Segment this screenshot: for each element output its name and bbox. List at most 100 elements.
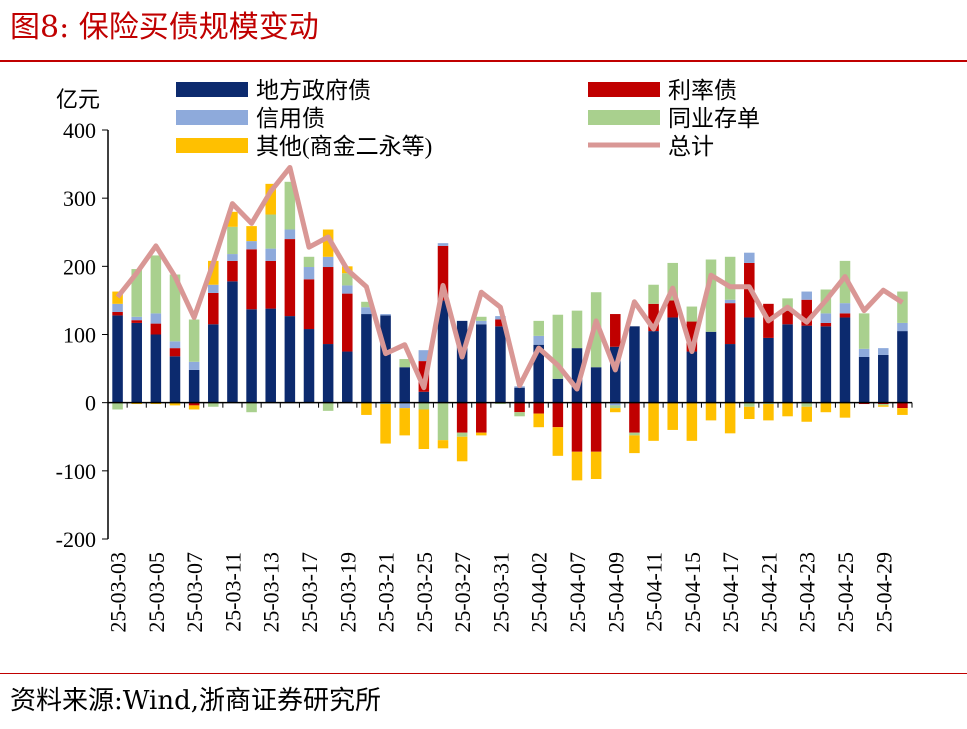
title-divider xyxy=(0,60,967,62)
bar-segment xyxy=(801,299,812,326)
bar-segment xyxy=(552,378,564,403)
bar-segment xyxy=(782,310,793,325)
bar-segment xyxy=(265,183,276,215)
legend-swatch xyxy=(588,110,660,125)
bar-segment xyxy=(322,229,334,257)
bar-segment xyxy=(227,211,238,227)
bar-segment xyxy=(169,356,181,403)
bar-segment xyxy=(246,249,257,310)
bar-segment xyxy=(514,402,525,413)
x-tick-label: 25-03-13 xyxy=(259,552,284,633)
bar-segment xyxy=(897,291,908,323)
bar-segment xyxy=(744,317,755,403)
bar-segment xyxy=(227,260,238,282)
bar-segment xyxy=(188,319,200,362)
bar-segment xyxy=(705,259,717,332)
bar-segment xyxy=(150,255,162,314)
legend-label: 信用债 xyxy=(256,106,325,131)
bar-segment xyxy=(686,402,698,441)
bar-segment xyxy=(361,402,372,415)
y-axis-ticks: 400 300 200 100 0 -100 -200 xyxy=(56,118,108,552)
bar-segment xyxy=(284,229,296,240)
bar-segment xyxy=(686,351,698,403)
bar-segment xyxy=(897,322,908,332)
bar-segment xyxy=(610,408,621,413)
bar-segment xyxy=(418,402,430,410)
bar-segment xyxy=(112,402,123,410)
bar-segment xyxy=(744,402,755,407)
bar-segment xyxy=(418,409,430,450)
bar-segment xyxy=(380,314,391,316)
bar-segment xyxy=(361,307,372,315)
bar-segment xyxy=(284,181,296,230)
bar-segment xyxy=(839,402,851,418)
bar-segment xyxy=(284,316,296,403)
legend-label: 利率债 xyxy=(668,78,737,103)
bar-segment xyxy=(265,214,276,249)
bar-segment xyxy=(418,350,430,362)
bar-segment xyxy=(380,404,391,444)
x-tick-label: 25-03-31 xyxy=(488,552,513,633)
bar-segment xyxy=(667,262,678,301)
bar-segment xyxy=(246,402,257,413)
bar-segment xyxy=(208,284,219,293)
bar-segment xyxy=(667,402,678,430)
bar-segment xyxy=(437,402,449,441)
bar-segment xyxy=(342,293,353,352)
y-tick-label: 200 xyxy=(63,254,96,279)
bar-segment xyxy=(208,292,219,325)
bar-segment xyxy=(571,402,583,452)
bar-segment xyxy=(227,254,238,261)
x-tick-label: 25-04-23 xyxy=(795,552,820,633)
bar-segment xyxy=(131,322,142,403)
bar-segment xyxy=(878,348,889,355)
legend-swatch xyxy=(176,110,248,125)
x-tick-label: 25-04-07 xyxy=(565,552,590,633)
bar-segment xyxy=(150,323,162,335)
bar-segment xyxy=(150,334,162,403)
bar-segment xyxy=(801,406,812,422)
bar-segment xyxy=(648,284,659,304)
bar-segment xyxy=(476,432,487,436)
bar-segment xyxy=(131,269,142,317)
legend-label: 总计 xyxy=(668,134,714,159)
bar-segment xyxy=(131,316,142,321)
bar-segment xyxy=(705,402,717,421)
bar-segment xyxy=(552,402,564,428)
bar-segment xyxy=(820,402,832,413)
bar-segment xyxy=(763,404,774,421)
bar-segment xyxy=(629,402,640,433)
bar-segment xyxy=(265,260,276,309)
bar-segment xyxy=(131,320,142,323)
legend-label: 其他(商金二永等) xyxy=(256,134,432,159)
bar-segment xyxy=(284,239,296,317)
bar-segment xyxy=(801,402,812,407)
bar-segment xyxy=(112,315,123,403)
bar-segment xyxy=(208,324,219,403)
bar-segment xyxy=(112,303,123,313)
bar-segment xyxy=(744,252,755,263)
bar-segment xyxy=(150,313,162,324)
bar-segment xyxy=(322,267,334,345)
x-tick-label: 25-03-11 xyxy=(220,552,245,632)
bar-segment xyxy=(265,248,276,261)
y-tick-label: 300 xyxy=(63,186,96,211)
bar-segment xyxy=(437,245,449,301)
bar-segment xyxy=(839,313,851,318)
bar-segment xyxy=(820,326,832,403)
bar-segment xyxy=(629,326,640,403)
bar-segment xyxy=(188,361,200,370)
bar-segment xyxy=(839,317,851,403)
legend-swatch xyxy=(176,82,248,97)
x-tick-label: 25-04-17 xyxy=(718,552,743,633)
bar-segment xyxy=(533,320,544,336)
bar-segment xyxy=(801,325,812,403)
bar-segment xyxy=(169,402,181,406)
bar-segment xyxy=(188,402,200,406)
bar-segment xyxy=(437,300,449,403)
y-tick-label: 0 xyxy=(85,391,96,416)
bar-segment xyxy=(571,348,583,403)
bar-segment xyxy=(878,354,889,403)
axes xyxy=(107,130,913,539)
